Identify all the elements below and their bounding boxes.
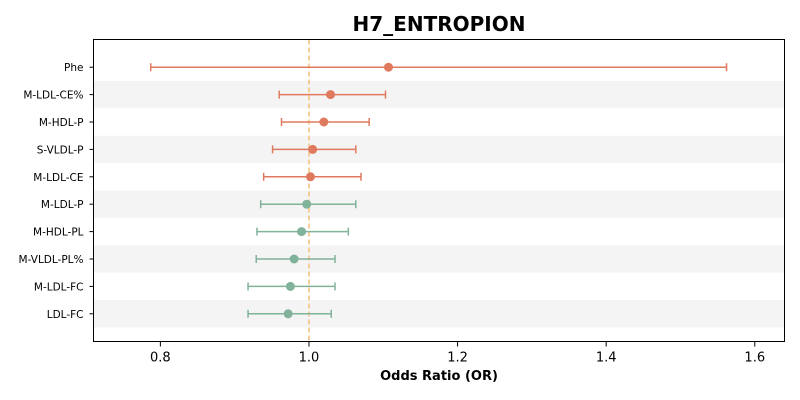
odds-ratio-point xyxy=(319,117,329,127)
row-bands xyxy=(93,80,785,328)
y-tick-label: M-VLDL-PL% xyxy=(19,254,84,266)
y-tick-label: M-LDL-P xyxy=(41,199,84,211)
y-tick-label: M-LDL-FC xyxy=(34,281,84,293)
estimate-row xyxy=(262,172,362,182)
odds-ratio-point xyxy=(297,227,307,237)
odds-ratio-point xyxy=(326,90,336,100)
x-axis-label: Odds Ratio (OR) xyxy=(380,369,498,384)
estimate-row xyxy=(259,199,357,209)
odds-ratio-point xyxy=(302,199,312,209)
odds-ratio-point xyxy=(283,309,293,319)
x-tick-label: 1.6 xyxy=(744,351,765,366)
row-band xyxy=(93,80,785,109)
estimate-row xyxy=(255,254,336,264)
row-band xyxy=(93,190,785,218)
odds-ratio-point xyxy=(305,172,315,182)
x-tick-label: 1.0 xyxy=(299,351,320,366)
odds-ratio-point xyxy=(289,254,299,264)
x-axis: 0.8 1.0 1.2 1.4 1.6 xyxy=(150,341,765,366)
estimate-row xyxy=(256,227,350,237)
x-tick-label: 0.8 xyxy=(150,351,171,366)
row-band xyxy=(93,245,785,273)
y-tick-label: M-HDL-PL xyxy=(33,227,84,239)
x-tick-label: 1.4 xyxy=(596,351,617,366)
odds-ratio-point xyxy=(285,281,295,291)
row-band xyxy=(93,135,785,164)
estimate-row xyxy=(278,90,387,100)
row-band xyxy=(93,300,785,328)
y-axis: Phe M-LDL-CE% M-HDL-P S-VLDL-P M-LDL-CE M-LDL… xyxy=(19,62,94,321)
odds-ratio-point xyxy=(308,144,318,154)
y-tick-label: S-VLDL-P xyxy=(37,144,84,156)
chart-title: H7_ENTROPION xyxy=(353,12,526,36)
x-tick-label: 1.2 xyxy=(447,351,468,366)
estimate-row xyxy=(280,117,370,127)
estimate-row xyxy=(149,62,728,72)
estimate-row xyxy=(271,144,357,154)
y-tick-label: Phe xyxy=(64,62,83,74)
y-tick-label: M-LDL-CE xyxy=(33,172,83,184)
estimate-row xyxy=(247,309,333,319)
y-tick-label: LDL-FC xyxy=(47,309,84,321)
y-tick-label: M-LDL-CE% xyxy=(23,90,83,102)
estimate-row xyxy=(247,281,336,291)
y-tick-label: M-HDL-P xyxy=(39,117,84,129)
plot-frame xyxy=(93,39,785,342)
estimate-marks xyxy=(149,62,728,319)
odds-ratio-point xyxy=(383,62,393,72)
